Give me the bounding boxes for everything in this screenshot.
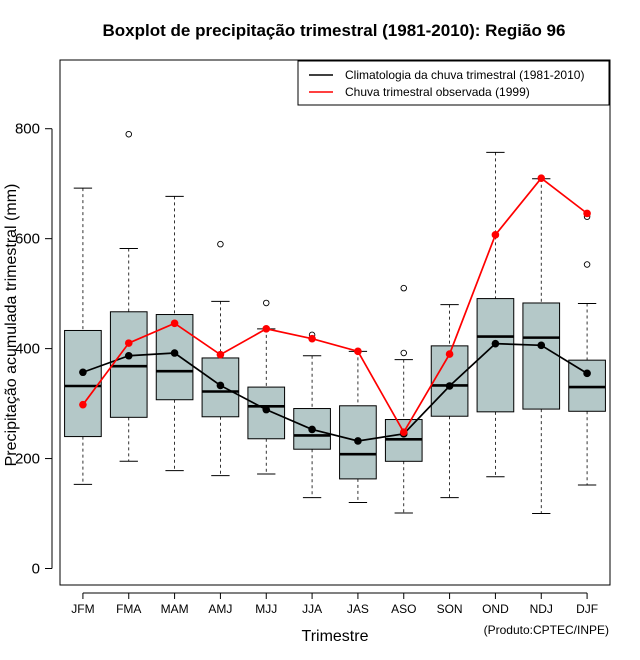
x-tick-label: NDJ — [530, 602, 553, 616]
series-line-climatology — [82, 342, 588, 442]
outlier-point — [400, 349, 408, 357]
boxes-group — [64, 130, 606, 515]
x-tick-label: JAS — [347, 602, 369, 616]
series-point-climatology — [262, 405, 271, 414]
chart-title: Boxplot de precipitação trimestral (1981… — [103, 21, 566, 40]
iqr-box — [522, 302, 561, 410]
y-tick-label: 200 — [15, 451, 40, 468]
y-axis-title: Precipitação acumulada trimestral (mm) — [3, 184, 20, 467]
series-point-climatology — [354, 437, 362, 445]
series-point-climatology — [124, 351, 133, 360]
series-point-climatology — [491, 339, 500, 348]
series-point-observed — [170, 319, 179, 328]
series-point-observed — [399, 428, 408, 436]
x-tick-label: AMJ — [208, 602, 232, 616]
box-amj — [201, 240, 240, 477]
box-ndj — [522, 178, 561, 515]
x-axis: JFM FMA MAM AMJ MJJ JJA JAS ASO SON OND NDJ DJF — [71, 592, 598, 616]
iqr-box — [293, 408, 331, 450]
series-point-observed — [308, 334, 316, 343]
box-mam — [155, 195, 194, 472]
x-tick-label: DJF — [576, 602, 598, 616]
series-point-climatology — [537, 341, 546, 350]
series-point-climatology — [308, 425, 316, 434]
y-tick-label: 600 — [15, 231, 40, 248]
outlier-point — [583, 261, 591, 268]
x-tick-label: MAM — [161, 602, 189, 616]
legend-label-climatology: Climatologia da chuva trimestral (1981-2… — [345, 68, 584, 82]
box-fma — [109, 130, 148, 462]
plot-frame — [59, 59, 611, 586]
outlier-point — [400, 284, 408, 292]
series-point-observed — [216, 350, 225, 359]
box-aso — [384, 284, 423, 514]
box-jfm — [64, 187, 102, 485]
series-line-observed — [82, 177, 588, 434]
outlier-point — [217, 240, 224, 248]
box-djf — [568, 213, 606, 486]
legend-label-observed: Chuva trimestral observada (1999) — [345, 85, 530, 99]
iqr-box — [568, 359, 606, 412]
series-point-climatology — [170, 349, 179, 357]
y-axis: 0 200 400 600 800 — [15, 121, 53, 578]
iqr-box — [64, 329, 102, 438]
x-tick-label: SON — [437, 602, 463, 616]
x-tick-label: FMA — [116, 602, 141, 616]
box-jja — [293, 331, 331, 499]
series-point-climatology — [445, 382, 454, 390]
iqr-box — [155, 314, 194, 401]
y-tick-label: 800 — [15, 121, 40, 138]
legend: Climatologia da chuva trimestral (1981-2… — [297, 60, 610, 106]
series-point-observed — [537, 174, 546, 182]
x-tick-label: JJA — [302, 602, 322, 616]
series-point-climatology — [583, 369, 591, 378]
series-point-climatology — [79, 368, 87, 377]
series-point-observed — [491, 231, 500, 239]
y-tick-label: 400 — [15, 341, 40, 358]
series-point-observed — [262, 325, 271, 333]
series-lines-group — [79, 174, 591, 445]
series-point-observed — [583, 209, 591, 218]
series-point-observed — [445, 350, 454, 358]
legend-box — [297, 60, 610, 106]
outlier-point — [263, 299, 270, 307]
x-tick-label: OND — [482, 602, 509, 616]
series-point-observed — [79, 400, 87, 409]
box-ond — [476, 151, 515, 478]
x-tick-label: JFM — [71, 602, 94, 616]
series-point-climatology — [216, 381, 225, 390]
product-credit: (Produto:CPTEC/INPE) — [484, 623, 609, 637]
x-tick-label: MJJ — [255, 602, 277, 616]
y-tick-label: 0 — [32, 561, 40, 578]
x-axis-title: Trimestre — [302, 628, 369, 645]
series-point-observed — [124, 339, 133, 347]
series-point-observed — [354, 347, 362, 356]
outlier-point — [125, 130, 132, 138]
iqr-box — [109, 311, 148, 418]
box-son — [430, 304, 469, 499]
x-tick-label: ASO — [391, 602, 416, 616]
